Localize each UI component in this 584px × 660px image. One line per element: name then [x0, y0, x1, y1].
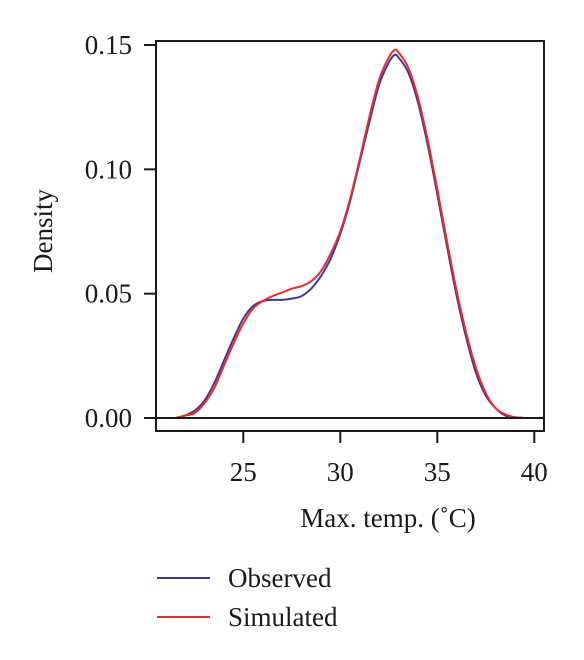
- plot-frame-layer: [155, 40, 545, 432]
- x-axis-label: Max. temp. (˚C): [300, 503, 475, 533]
- x-tick-label: 30: [327, 457, 354, 487]
- y-tick-label: 0.15: [85, 30, 132, 60]
- legend: Observed Simulated: [157, 563, 338, 632]
- plot-frame: [155, 40, 545, 432]
- y-tick-label: 0.05: [85, 279, 132, 309]
- x-tick-label: 40: [521, 457, 548, 487]
- x-tick-label: 25: [230, 457, 257, 487]
- series-line-simulated: [175, 48, 525, 419]
- x-tick-label: 35: [424, 457, 451, 487]
- y-tick-label: 0.10: [85, 154, 132, 184]
- plot-marks: [175, 48, 525, 419]
- y-tick-label: 0.00: [85, 403, 132, 433]
- legend-label-simulated: Simulated: [228, 602, 338, 632]
- y-axis-label: Density: [28, 189, 58, 273]
- legend-label-observed: Observed: [228, 563, 332, 593]
- axes-layer: 0.00 0.05 0.10 0.15 25 30 35 40: [85, 30, 548, 487]
